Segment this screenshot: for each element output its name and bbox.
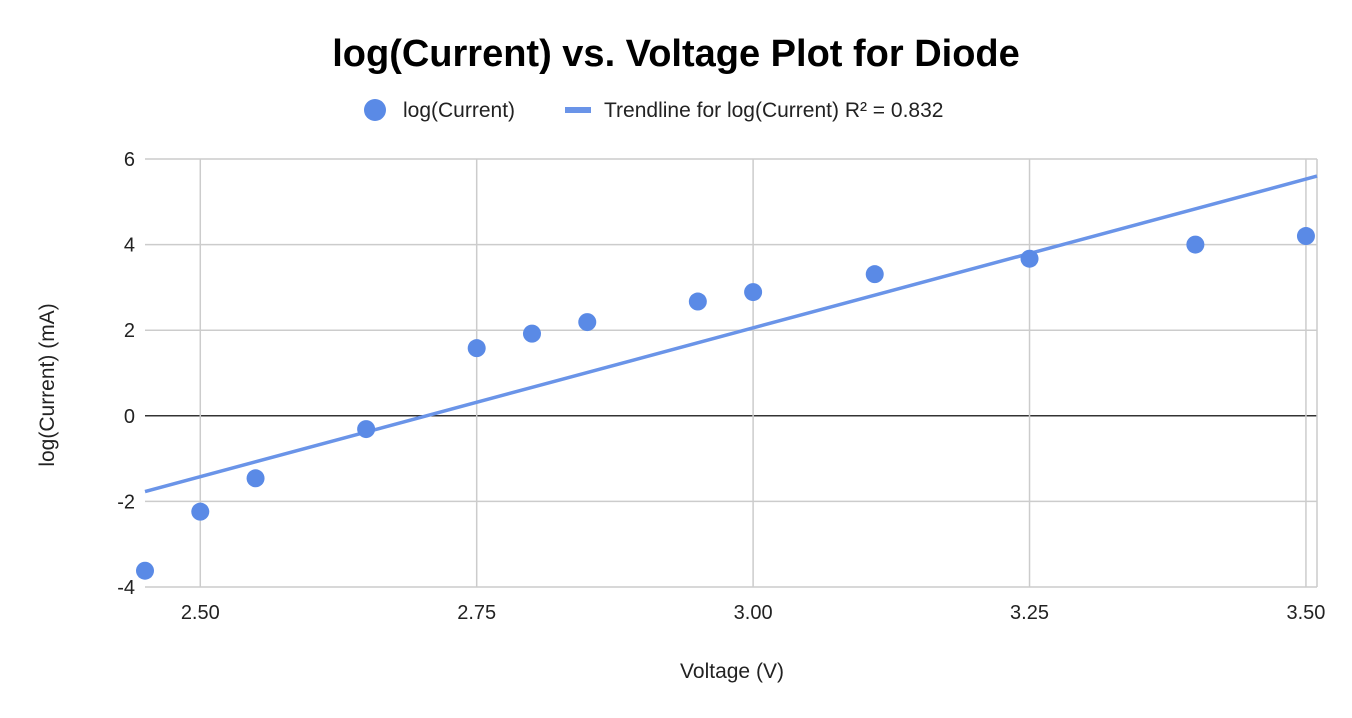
y-tick-label: 6 [124, 149, 135, 171]
data-point [578, 313, 597, 332]
data-point [467, 339, 486, 358]
data-point [246, 469, 265, 488]
data-point [522, 324, 541, 343]
legend-label-trendline: Trendline for log(Current) R² = 0.832 [604, 99, 943, 122]
y-tick-label: 4 [124, 235, 135, 257]
data-point [744, 283, 763, 302]
y-tick-label: -2 [117, 491, 135, 513]
legend-label-scatter: log(Current) [403, 99, 515, 122]
data-point [1020, 249, 1039, 268]
data-point [357, 420, 376, 439]
y-axis-label: log(Current) (mA) [36, 303, 59, 466]
x-axis-label: Voltage (V) [680, 660, 784, 683]
legend-marker-scatter [364, 99, 386, 121]
x-tick-label: 2.50 [181, 602, 220, 624]
y-tick-label: -4 [117, 577, 135, 599]
x-tick-label: 3.50 [1286, 602, 1325, 624]
y-tick-label: 2 [124, 320, 135, 342]
data-point [1186, 235, 1205, 254]
y-tick-label: 0 [124, 406, 135, 428]
data-point [865, 265, 884, 284]
data-point [191, 502, 210, 521]
x-tick-label: 2.75 [457, 602, 496, 624]
data-point [1296, 227, 1315, 246]
trendline [144, 174, 1318, 494]
tick-labels: -4 -2 0 2 4 6 2.50 2.75 3.00 3.25 3.50 [117, 149, 1325, 624]
data-point [136, 561, 154, 580]
data-points [136, 227, 1315, 580]
chart-title: log(Current) vs. Voltage Plot for Diode [332, 33, 1020, 75]
trendline-layer [144, 174, 1318, 494]
x-tick-label: 3.25 [1010, 602, 1049, 624]
x-tick-label: 3.00 [734, 602, 773, 624]
legend-marker-trendline [565, 107, 591, 113]
data-point [688, 292, 707, 311]
legend: log(Current) Trendline for log(Current) … [364, 99, 943, 122]
